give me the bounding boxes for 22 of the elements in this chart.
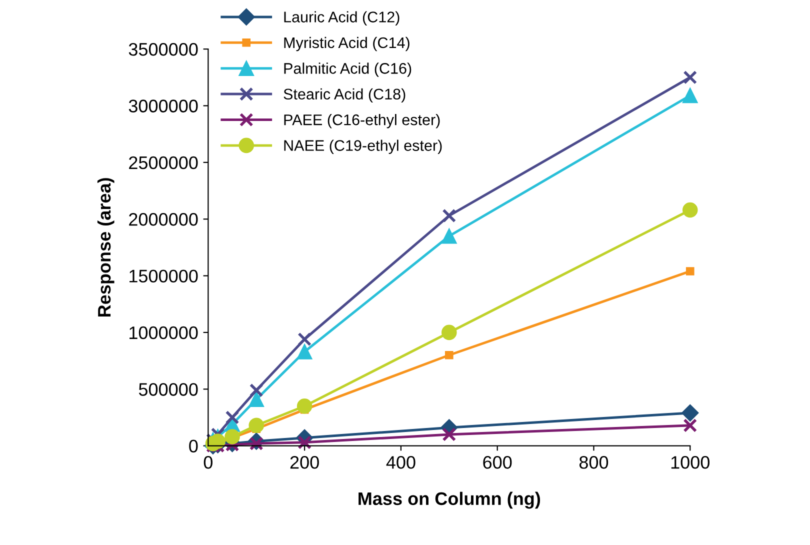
legend-label: Palmitic Acid (C16) [284, 62, 412, 77]
x-tick-label: 1000 [671, 456, 710, 469]
y-tick-label: 0 [189, 440, 198, 453]
y-axis-title: Response (area) [97, 178, 114, 316]
x-tick-label: 600 [483, 456, 512, 469]
legend-label: Lauric Acid (C12) [284, 11, 400, 26]
legend-label: Stearic Acid (C18) [284, 88, 406, 103]
y-tick-label: 500000 [138, 383, 198, 396]
legend-label: Myristic Acid (C14) [284, 36, 410, 52]
legend-label: NAEE (C19-ethyl ester) [284, 140, 442, 154]
x-tick-label: 200 [290, 456, 319, 469]
y-tick-label: 3500000 [128, 42, 198, 56]
x-axis-title: Mass on Column (ng) [358, 492, 540, 509]
y-tick-label: 1000000 [130, 326, 198, 340]
y-tick-label: 1500000 [130, 270, 198, 282]
legend-label: PAEE (C16-ethyl ester) [284, 114, 440, 128]
y-tick-label: 2000000 [129, 213, 198, 226]
y-tick-label: 3000000 [128, 100, 198, 112]
x-tick-label: 0 [204, 456, 212, 469]
y-tick-label: 2500000 [129, 156, 198, 170]
x-tick-label: 400 [386, 456, 416, 469]
x-tick-label: 800 [579, 456, 608, 469]
